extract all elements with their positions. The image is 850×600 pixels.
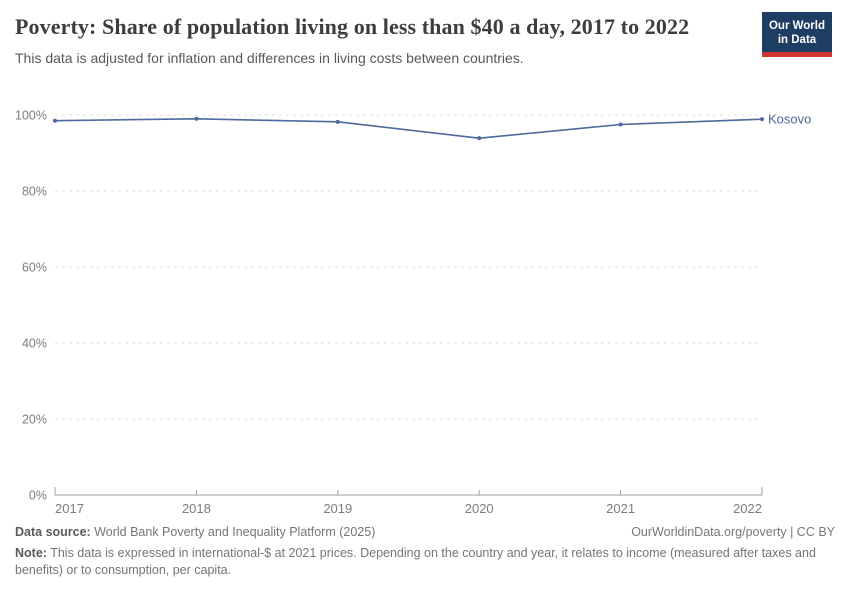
y-axis-tick-label: 20% xyxy=(22,413,47,427)
note-value: This data is expressed in international-… xyxy=(15,546,816,577)
note-label: Note: xyxy=(15,546,47,560)
chart-header: Poverty: Share of population living on l… xyxy=(15,12,835,66)
x-axis-tick-label: 2020 xyxy=(465,501,494,516)
kosovo-point-2019[interactable] xyxy=(335,119,340,124)
chart-footer: Data source: World Bank Poverty and Ineq… xyxy=(15,525,835,579)
owid-logo-line1: Our World xyxy=(768,20,825,32)
data-source-label: Data source: xyxy=(15,525,91,539)
series-end-label: Kosovo xyxy=(768,112,811,127)
kosovo-point-2021[interactable] xyxy=(618,122,623,127)
credit-link[interactable]: OurWorldinData.org/poverty | CC BY xyxy=(631,525,835,539)
kosovo-line[interactable] xyxy=(54,117,763,139)
kosovo-point-2022[interactable] xyxy=(760,117,764,122)
chart-subtitle: This data is adjusted for inflation and … xyxy=(15,50,524,66)
data-source-value: World Bank Poverty and Inequality Platfo… xyxy=(90,525,376,539)
owid-logo: Our World in Data xyxy=(762,12,832,57)
x-axis-tick-label: 2018 xyxy=(182,501,211,516)
owid-logo-line2: in Data xyxy=(777,34,817,46)
x-axis-tick-label: 2022 xyxy=(733,501,762,516)
x-axis-tick-label: 2021 xyxy=(606,501,635,516)
y-axis-tick-label: 60% xyxy=(22,261,47,275)
y-axis-tick-label: 40% xyxy=(22,337,47,351)
kosovo-point-2018[interactable] xyxy=(194,116,199,121)
x-axis-tick-label: 2017 xyxy=(55,501,84,516)
y-axis-tick-label: 80% xyxy=(22,185,47,199)
line-chart-area: 0% 20% 40% 60% 80% 100% 2017 2018 2019 2020 2021 20… xyxy=(0,97,850,522)
data-source-line: Data source: World Bank Poverty and Ineq… xyxy=(15,525,375,539)
y-axis-tick-label: 0% xyxy=(29,489,47,503)
chart-title: Poverty: Share of population living on l… xyxy=(15,14,690,39)
x-axis-tick-label: 2019 xyxy=(323,501,352,516)
kosovo-point-2020[interactable] xyxy=(477,136,482,141)
note-line: Note: This data is expressed in internat… xyxy=(15,545,827,579)
chart-svg: 0% 20% 40% 60% 80% 100% 2017 2018 2019 2020 2021 20… xyxy=(15,109,811,517)
kosovo-point-2017[interactable] xyxy=(53,118,57,123)
y-axis-tick-label: 100% xyxy=(15,109,47,123)
